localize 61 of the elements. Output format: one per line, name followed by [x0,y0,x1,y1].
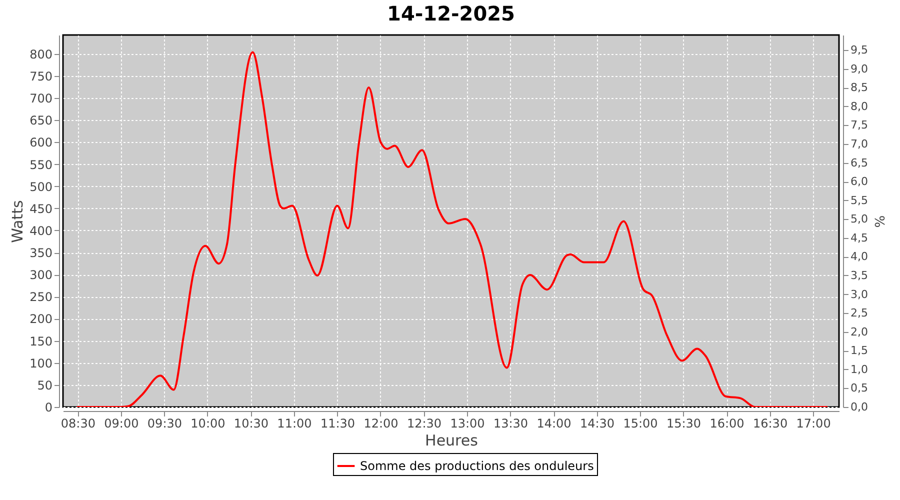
y2-tick-label: 9,5 [850,44,868,57]
chart-title: 14-12-2025 [387,1,515,26]
x-axis-title: Heures [425,432,478,450]
y-tick-label: 550 [30,158,52,172]
y-tick-label: 600 [30,136,52,150]
x-tick-label: 17:00 [796,416,831,430]
x-tick-label: 10:30 [234,416,269,430]
y-tick-label: 450 [30,202,52,216]
x-tick-label: 13:00 [450,416,485,430]
y2-tick-label: 0,0 [850,400,868,414]
y2-tick-label: 6,5 [850,156,868,170]
y-tick-label: 100 [30,356,52,370]
y2-tick-label: 5,0 [850,212,868,226]
y-tick-label: 400 [30,224,52,238]
y2-tick-label: 2,5 [850,306,868,320]
y2-tick-label: 6,0 [850,175,868,188]
x-tick-label: 16:30 [752,416,788,430]
x-tick-label: 16:00 [710,416,744,430]
y-tick-label: 500 [30,180,52,194]
y2-tick-label: 3,0 [850,288,868,301]
y2-tick-label: 4,0 [850,250,868,264]
x-tick-label: 15:00 [623,416,658,430]
x-tick-label: 10:00 [190,416,226,430]
x-tick-label: 09:00 [104,416,139,430]
y2-tick-label: 1,0 [850,362,868,376]
x-tick-label: 13:30 [493,416,528,430]
line-series [76,51,828,407]
y2-tick-label: 0,5 [850,382,868,395]
x-tick-label: 12:30 [406,416,442,430]
y2-tick-label: 2,0 [850,325,868,338]
y2-tick-label: 8,0 [850,100,868,113]
y2-tick-label: 8,5 [850,81,868,94]
x-tick-label: 11:30 [320,416,356,430]
y-tick-label: 650 [30,114,52,128]
y2-axis-title: % [870,215,886,228]
y2-tick-label: 5,5 [850,194,868,207]
x-tick-label: 15:30 [666,416,702,430]
y-tick-label: 750 [30,70,52,84]
y-axis-title: Watts [8,200,27,243]
y2-tick-label: 4,5 [850,231,868,244]
x-tick-label: 12:00 [364,416,398,430]
y-tick-label: 200 [30,312,52,326]
y-tick-label: 50 [37,378,52,392]
y-tick-label: 700 [30,92,52,106]
y-tick-label: 350 [30,246,52,260]
x-tick-label: 14:30 [580,416,615,430]
y2-tick-label: 7,5 [850,118,868,132]
y2-tick-label: 3,5 [850,268,868,282]
y2-tick-label: 7,0 [850,137,868,150]
x-tick-label: 11:00 [277,416,312,430]
y-tick-label: 250 [30,290,52,304]
x-tick-label: 08:30 [60,416,96,430]
x-tick-label: 14:00 [536,416,572,430]
y-tick-label: 800 [30,47,52,62]
y2-tick-label: 9,0 [850,62,868,76]
legend-label: Somme des productions des onduleurs [360,459,594,473]
y2-tick-label: 1,5 [850,344,868,358]
x-tick-label: 09:30 [147,416,182,430]
y-tick-label: 150 [30,334,52,348]
y-tick-label: 0 [44,400,52,414]
y-tick-label: 300 [30,268,52,282]
